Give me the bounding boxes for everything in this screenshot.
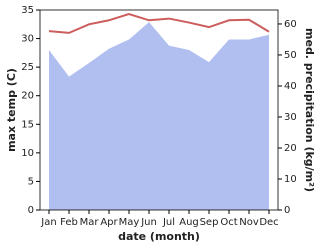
plot-frame [39, 9, 279, 211]
x-tick-label: Apr [100, 217, 118, 228]
x-tick-label: Jun [140, 217, 157, 228]
x-tick-label: Nov [239, 217, 259, 228]
x-tick-label: Sep [200, 217, 219, 228]
y2-tick-label: 50 [284, 50, 297, 61]
x-tick-label: Feb [60, 217, 78, 228]
y-tick-label: 25 [21, 62, 34, 73]
x-tick-label: Aug [179, 217, 199, 228]
y-tick-label: 5 [28, 176, 34, 187]
x-tick-label: Jul [162, 217, 175, 228]
y2-tick-label: 40 [284, 81, 297, 92]
y-tick-label: 15 [21, 119, 34, 130]
y2-tick-label: 30 [284, 112, 297, 123]
y2-axis-label: med. precipitation (kg/m²) [303, 28, 316, 192]
y-tick-label: 35 [21, 5, 34, 16]
y2-tick-label: 0 [284, 205, 290, 216]
precip-area [49, 22, 269, 211]
temp-line [48, 12, 270, 34]
y-tick-label: 0 [28, 205, 34, 216]
x-tick-label: May [119, 217, 140, 228]
x-tick-label: Mar [80, 217, 100, 228]
y2-tick-label: 20 [284, 143, 297, 154]
x-tick-label: Dec [259, 217, 278, 228]
y-tick-label: 20 [21, 91, 34, 102]
x-axis-label: date (month) [118, 230, 200, 243]
y2-tick-label: 10 [284, 174, 297, 185]
y-tick-label: 30 [21, 34, 34, 45]
y2-tick-label: 60 [284, 19, 297, 30]
x-tick-label: Jan [40, 217, 56, 228]
x-tick-label: Oct [220, 217, 237, 228]
y-tick-label: 10 [21, 148, 34, 159]
chart: date (month) max temp (C) med. precipita… [5, 5, 316, 243]
y-axis-label: max temp (C) [5, 68, 18, 152]
